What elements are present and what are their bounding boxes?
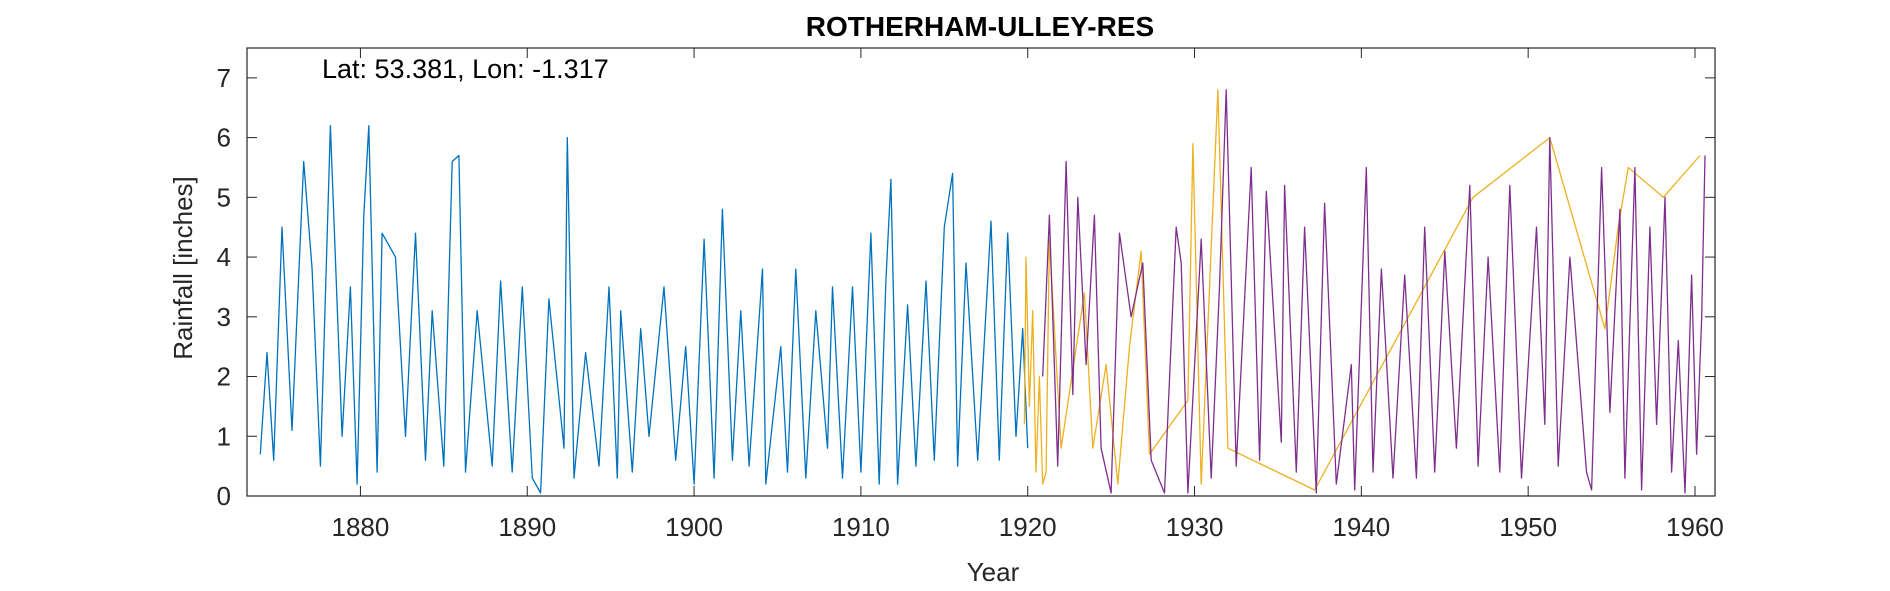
y-tick-label: 6 xyxy=(217,123,231,153)
series-layer xyxy=(259,89,1706,494)
x-tick-label: 1940 xyxy=(1332,512,1390,542)
location-annotation: Lat: 53.381, Lon: -1.317 xyxy=(322,54,609,84)
y-tick-label: 3 xyxy=(217,302,231,332)
y-tick-label: 0 xyxy=(217,481,231,511)
y-tick-label: 2 xyxy=(217,362,231,392)
chart-title: ROTHERHAM-ULLEY-RES xyxy=(806,11,1154,42)
y-tick-label: 1 xyxy=(217,421,231,451)
tick-layer: 1880 1890 1900 1910 1920 1930 1940 1950 1960 0 1 2 3… xyxy=(217,48,1724,542)
series-line-1 xyxy=(259,125,1029,494)
x-tick-label: 1910 xyxy=(832,512,890,542)
x-tick-label: 1890 xyxy=(498,512,556,542)
series-line-3 xyxy=(1042,89,1706,494)
x-axis-title: Year xyxy=(967,557,1020,587)
y-tick-label: 4 xyxy=(217,242,231,272)
plot-frame xyxy=(246,47,1716,497)
x-tick-label: 1880 xyxy=(332,512,390,542)
x-tick-label: 1960 xyxy=(1666,512,1724,542)
y-tick-label: 7 xyxy=(217,63,231,93)
y-tick-label: 5 xyxy=(217,182,231,212)
plot-background xyxy=(247,48,1715,496)
y-axis-title: Rainfall [inches] xyxy=(168,176,198,360)
x-tick-label: 1920 xyxy=(999,512,1057,542)
x-tick-label: 1930 xyxy=(1166,512,1224,542)
plot-area: 1880 1890 1900 1910 1920 1930 1940 1950 1960 0 1 2 3… xyxy=(217,47,1724,542)
x-tick-label: 1900 xyxy=(665,512,723,542)
x-tick-label: 1950 xyxy=(1499,512,1557,542)
